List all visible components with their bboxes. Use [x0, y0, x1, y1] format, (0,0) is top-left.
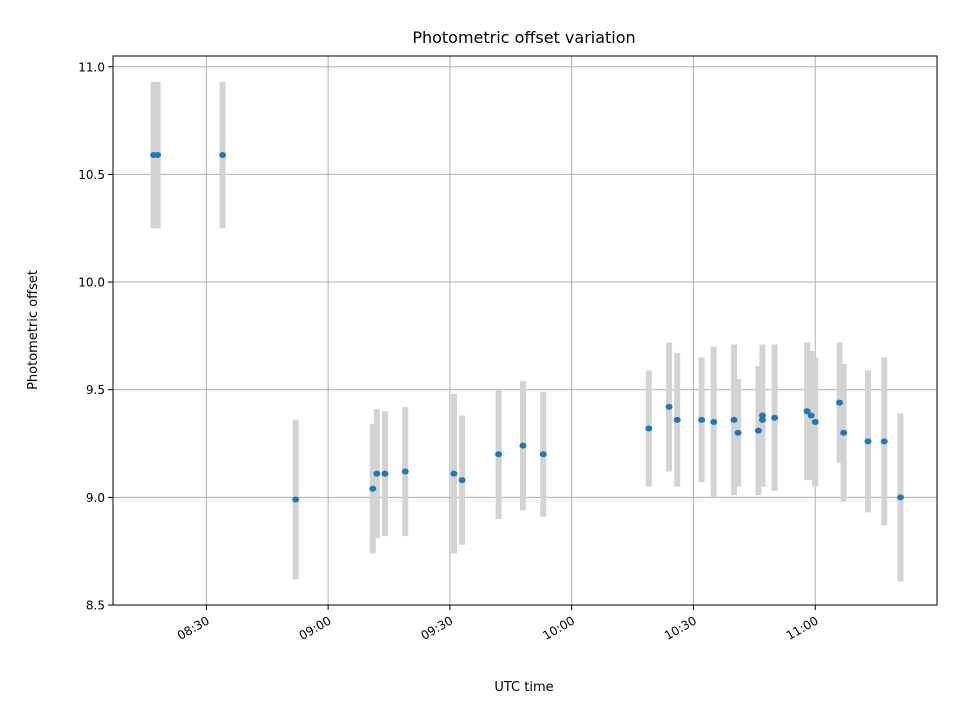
grid-lines	[113, 56, 937, 606]
data-point	[836, 399, 844, 406]
x-tick-label: 10:30	[662, 613, 699, 642]
data-point	[758, 416, 766, 423]
data-point	[730, 416, 738, 423]
axes-frame	[112, 55, 938, 606]
y-tick-label: 10.5	[78, 168, 105, 182]
data-point	[401, 468, 409, 475]
data-point	[292, 496, 300, 503]
data-point	[219, 152, 227, 159]
data-point	[373, 470, 381, 477]
data-point	[807, 412, 815, 419]
data-point	[734, 429, 742, 436]
data-point	[369, 485, 377, 492]
data-point	[896, 494, 904, 501]
data-point	[698, 416, 706, 423]
data-point	[665, 403, 673, 410]
data-point	[754, 427, 762, 434]
data-point	[519, 442, 527, 449]
y-axis-label: Photometric offset	[26, 270, 41, 390]
y-tick-label: 9.5	[86, 383, 105, 397]
x-tick-label: 08:30	[175, 613, 212, 642]
y-axis-ticks: 8.5 9.0 9.5 10.0 10.5 11.0	[78, 60, 113, 613]
data-point	[864, 438, 872, 445]
y-tick-label: 8.5	[86, 599, 105, 613]
data-point	[458, 477, 466, 484]
data-point	[495, 451, 503, 458]
data-point	[880, 438, 888, 445]
x-tick-label: 09:30	[418, 613, 455, 642]
y-tick-label: 10.0	[78, 276, 105, 290]
data-points	[150, 152, 904, 503]
data-point	[539, 451, 547, 458]
data-point	[840, 429, 848, 436]
x-axis-label: UTC time	[494, 680, 553, 695]
data-point	[645, 425, 653, 432]
data-point	[811, 419, 819, 425]
data-point	[803, 408, 811, 415]
x-axis-ticks: 08:30 09:00 09:30 10:00 10:30 11:00	[175, 605, 821, 643]
data-point	[381, 470, 389, 477]
error-bars	[150, 81, 904, 582]
chart-title: Photometric offset variation	[412, 28, 635, 47]
x-tick-label: 09:00	[297, 613, 334, 642]
data-point	[673, 416, 681, 423]
data-point	[154, 152, 162, 159]
data-point	[450, 470, 458, 477]
data-point	[771, 414, 779, 421]
data-point	[758, 412, 766, 419]
y-tick-label: 9.0	[86, 491, 105, 505]
y-tick-label: 11.0	[78, 60, 105, 74]
x-tick-label: 10:00	[540, 613, 577, 642]
data-point	[710, 419, 718, 425]
x-tick-label: 11:00	[784, 613, 821, 642]
